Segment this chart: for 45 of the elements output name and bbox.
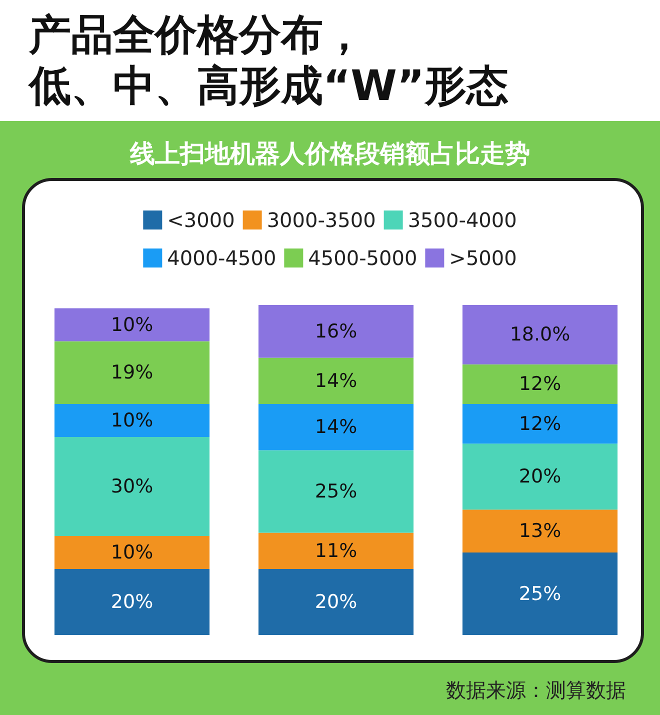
bar bbox=[258, 569, 414, 635]
data-label: 25% bbox=[314, 480, 358, 502]
bar bbox=[258, 532, 414, 569]
data-label: 14% bbox=[314, 416, 358, 438]
data-label: 18.0% bbox=[510, 324, 570, 346]
data-label: 10% bbox=[110, 542, 154, 564]
bar bbox=[54, 437, 210, 536]
legend-label: 4000-4500 bbox=[167, 246, 276, 270]
data-label: 20% bbox=[110, 591, 154, 613]
bar bbox=[258, 305, 414, 358]
bar bbox=[54, 404, 210, 437]
data-label: 10% bbox=[110, 314, 154, 336]
data-label: 13% bbox=[518, 520, 562, 542]
bar bbox=[54, 569, 210, 635]
data-label: 19% bbox=[110, 362, 154, 384]
legend-label: <3000 bbox=[167, 208, 235, 232]
data-label: 25% bbox=[518, 582, 562, 605]
legend-label: 3000-3500 bbox=[266, 208, 376, 232]
bar bbox=[54, 308, 210, 342]
bar bbox=[462, 444, 618, 510]
legend-label: 3500-4000 bbox=[408, 208, 517, 232]
data-label: 14% bbox=[314, 370, 358, 392]
bar bbox=[462, 552, 618, 635]
source-note: 数据来源：测算数据 bbox=[446, 677, 626, 703]
bar bbox=[258, 450, 414, 533]
data-label: 20% bbox=[314, 591, 358, 613]
chart-title: 产品全价格分布，低、中、高形成“W”形态 bbox=[29, 9, 509, 111]
legend-label: 4500-5000 bbox=[308, 246, 418, 270]
data-label: 12% bbox=[518, 412, 562, 435]
data-label: 11% bbox=[314, 540, 358, 562]
data-label: 10% bbox=[110, 410, 154, 432]
bar bbox=[462, 510, 618, 552]
chart-subtitle: 线上扫地机器人价格段销额占比走势 bbox=[128, 139, 531, 169]
data-label: 16% bbox=[314, 320, 358, 342]
bar bbox=[462, 305, 618, 364]
bar bbox=[54, 341, 210, 404]
bar bbox=[258, 404, 414, 450]
bar bbox=[462, 364, 618, 404]
data-label: 20% bbox=[518, 466, 562, 488]
data-label: 30% bbox=[110, 476, 154, 498]
bar bbox=[462, 404, 618, 444]
bar bbox=[258, 358, 414, 404]
bar bbox=[54, 536, 210, 569]
legend-label: >5000 bbox=[449, 246, 517, 270]
data-label: 12% bbox=[518, 373, 562, 396]
